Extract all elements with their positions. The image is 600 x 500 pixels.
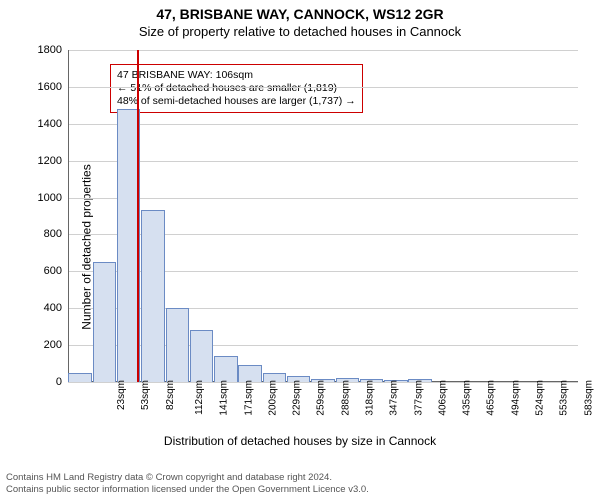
chart-area: Number of detached properties 47 BRISBAN… [0,44,600,450]
y-tick-label: 800 [44,228,68,240]
histogram-bar [190,330,213,382]
x-tick-label: 435sqm [460,380,473,416]
gridline [68,87,578,88]
x-tick-label: 23sqm [114,380,127,410]
x-tick-label: 288sqm [338,380,351,416]
x-tick-label: 524sqm [533,380,546,416]
gridline [68,161,578,162]
x-tick-label: 347sqm [387,380,400,416]
x-tick-label: 494sqm [508,380,521,416]
x-tick-label: 377sqm [411,380,424,416]
y-tick-label: 1800 [38,44,68,56]
y-tick-label: 1200 [38,155,68,167]
histogram-bar [141,210,164,382]
plot-area: 47 BRISBANE WAY: 106sqm← 51% of detached… [68,50,578,382]
histogram-bar [214,356,237,382]
x-tick-label: 141sqm [217,380,230,416]
footer-line-1: Contains HM Land Registry data © Crown c… [6,472,594,484]
x-tick-label: 171sqm [241,380,254,416]
y-tick-label: 1400 [38,118,68,130]
y-axis-line [68,50,69,382]
y-tick-label: 400 [44,302,68,314]
gridline [68,124,578,125]
annotation-line: ← 51% of detached houses are smaller (1,… [117,82,356,95]
chart-subtitle: Size of property relative to detached ho… [0,22,600,41]
x-tick-label: 259sqm [314,380,327,416]
x-tick-label: 82sqm [163,380,176,410]
y-tick-label: 0 [56,376,68,388]
histogram-bar [93,262,116,382]
annotation-box: 47 BRISBANE WAY: 106sqm← 51% of detached… [110,64,363,113]
x-tick-label: 112sqm [192,380,205,415]
histogram-bar [166,308,189,382]
x-axis-label: Distribution of detached houses by size … [164,434,436,448]
gridline [68,198,578,199]
footer-line-2: Contains public sector information licen… [6,484,594,496]
x-tick-label: 553sqm [557,380,570,416]
annotation-line: 48% of semi-detached houses are larger (… [117,95,356,108]
y-tick-label: 600 [44,265,68,277]
x-tick-label: 583sqm [581,380,594,416]
x-tick-label: 200sqm [265,380,278,416]
x-tick-label: 229sqm [290,380,303,416]
chart-title: 47, BRISBANE WAY, CANNOCK, WS12 2GR [0,0,600,22]
property-marker-line [137,50,139,382]
footer-attribution: Contains HM Land Registry data © Crown c… [6,472,594,496]
annotation-line: 47 BRISBANE WAY: 106sqm [117,69,356,82]
y-tick-label: 1000 [38,192,68,204]
x-tick-label: 53sqm [138,380,151,410]
gridline [68,50,578,51]
chart-container: 47, BRISBANE WAY, CANNOCK, WS12 2GR Size… [0,0,600,500]
y-tick-label: 1600 [38,81,68,93]
y-tick-label: 200 [44,339,68,351]
x-tick-label: 318sqm [363,380,376,416]
x-tick-label: 406sqm [435,380,448,416]
x-tick-label: 465sqm [484,380,497,416]
histogram-bar [68,373,91,382]
